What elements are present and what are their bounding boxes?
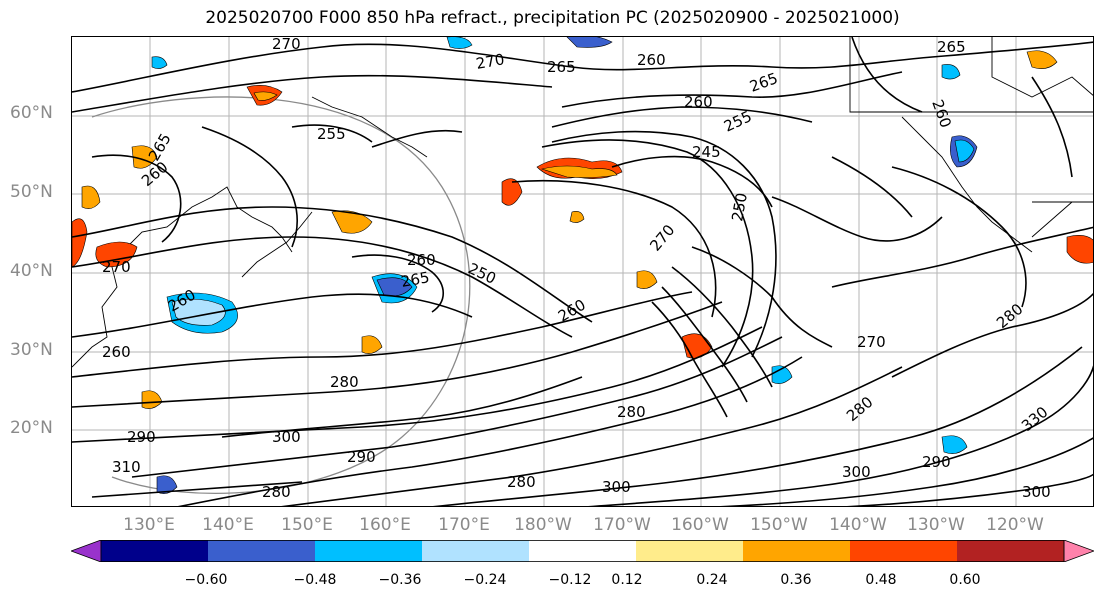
contour-label: 300 [1022,483,1051,501]
contour-labels: 270 270 265 260 265 265 260 260 255 250 … [102,37,1052,501]
colorbar-segment [529,540,637,562]
contour-label: 290 [347,448,376,466]
colorbar-tick: 0.24 [696,572,728,588]
precip-shading [72,37,1093,494]
latitude-label-40n: 40°N [10,261,53,281]
contour-label: 290 [127,428,156,446]
colorbar-svg [69,539,1096,563]
contour-label: 260 [102,343,131,361]
contour-label: 260 [928,97,955,130]
contour-label: 270 [475,50,506,73]
contour-label: 270 [857,333,886,351]
colorbar-segment [636,540,744,562]
contour-label: 255 [317,125,346,143]
longitude-label: 130°W [907,515,965,535]
colorbar-tick: 0.48 [865,572,897,588]
map-canvas: 270 270 265 260 265 265 260 260 255 250 … [72,37,1093,506]
contour-label: 265 [400,268,431,291]
colorbar-tick: −0.60 [184,572,228,588]
contour-label: 290 [922,453,951,471]
map-title: 2025020700 F000 850 hPa refract., precip… [205,8,900,28]
contour-label: 300 [272,428,301,446]
longitude-label: 160°W [671,515,729,535]
longitude-label: 150°E [281,515,333,535]
latitude-label-50n: 50°N [10,182,53,202]
contour-label: 270 [272,37,301,53]
colorbar-tick: 0.60 [949,572,981,588]
colorbar-tick: 0.12 [611,572,643,588]
colorbar-frame [100,540,1065,562]
contour-label: 280 [993,300,1027,332]
latitude-label-30n: 30°N [10,340,53,360]
latitude-label-60n: 60°N [10,103,53,123]
contour-label: 280 [617,403,646,421]
refractivity-contours [72,37,1093,506]
contour-label: 300 [602,478,631,496]
colorbar-extend-high [1063,539,1096,563]
longitude-label: 170°E [438,515,490,535]
colorbar-segment [743,540,851,562]
colorbar-tick: −0.36 [378,572,422,588]
colorbar [69,539,1096,563]
contour-label: 250 [728,191,751,222]
colorbar-tick: −0.48 [293,572,337,588]
colorbar-segment [208,540,316,562]
contour-label: 245 [692,143,721,161]
longitude-label: 140°E [202,515,254,535]
colorbar-tick: 0.36 [780,572,812,588]
contour-label: 270 [102,258,131,276]
contour-label: 280 [507,473,536,491]
contour-label: 300 [842,463,871,481]
contour-label: 265 [547,58,576,76]
contour-label: 280 [262,483,291,501]
colorbar-extend-low [69,539,102,563]
colorbar-tick: −0.12 [548,572,592,588]
latitude-label-20n: 20°N [10,418,53,438]
longitude-label: 170°W [593,515,651,535]
longitude-label: 140°W [829,515,887,535]
colorbar-segment [850,540,958,562]
longitude-label: 180°W [514,515,572,535]
contour-label: 260 [407,251,436,269]
graticule [72,37,1093,506]
map-panel: 270 270 265 260 265 265 260 260 255 250 … [71,36,1094,507]
contour-label: 265 [937,38,966,56]
colorbar-segments [69,539,1096,563]
contour-label: 270 [646,221,678,255]
colorbar-segment [422,540,530,562]
contour-label: 280 [843,393,877,425]
longitude-label: 120°W [986,515,1044,535]
colorbar-segment [957,540,1065,562]
colorbar-tick: −0.24 [463,572,507,588]
longitude-label: 130°E [123,515,175,535]
longitude-label: 150°W [750,515,808,535]
contour-label: 265 [747,69,780,96]
longitude-label: 160°E [359,515,411,535]
colorbar-segment [315,540,423,562]
contour-label: 260 [637,51,666,69]
contour-label: 260 [684,93,713,111]
contour-label: 310 [112,458,141,476]
contour-label: 280 [330,373,359,391]
colorbar-segment [101,540,209,562]
